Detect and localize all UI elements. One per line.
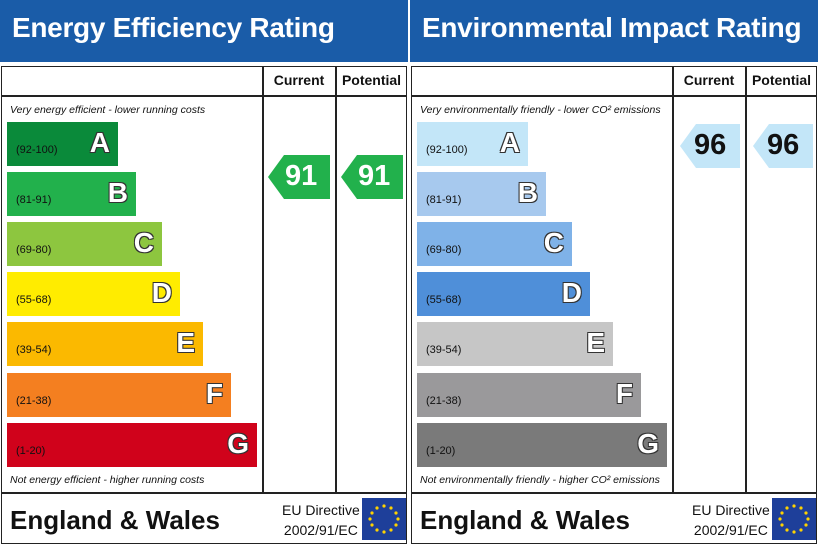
current-rating-value: 96 [694, 129, 727, 161]
header-divider [1, 95, 407, 97]
band-f: (21-38) F [417, 373, 641, 417]
potential-rating-value: 91 [358, 160, 391, 192]
band-b: (81-91) B [7, 172, 136, 216]
band-e: (39-54) E [7, 322, 203, 366]
current-column-header: Current [683, 72, 735, 88]
footer-divider [411, 492, 817, 494]
band-letter: F [615, 378, 633, 409]
top-note: Very energy efficient - lower running co… [10, 104, 206, 116]
band-letter: D [561, 277, 582, 308]
band-d: (55-68) D [7, 272, 180, 316]
band-range: (55-68) [16, 294, 52, 306]
band-letter: B [107, 177, 128, 208]
band-range: (69-80) [16, 244, 52, 256]
column-divider [672, 66, 674, 494]
band-range: (39-54) [426, 344, 462, 356]
band-g: (1-20) G [7, 423, 257, 467]
rating-frame [411, 66, 817, 544]
directive-line2: 2002/91/EC [693, 522, 768, 538]
top-note: Very environmentally friendly - lower CO… [420, 104, 661, 116]
band-a: (92-100) A [7, 122, 118, 166]
band-range: (92-100) [16, 144, 58, 156]
potential-column-header: Potential [341, 72, 402, 88]
eu-flag-icon [772, 498, 816, 540]
band-a: (92-100) A [417, 122, 528, 166]
directive-line1: EU Directive [692, 502, 770, 518]
potential-rating-value: 96 [767, 129, 800, 161]
column-divider [262, 66, 264, 494]
column-divider [745, 66, 747, 494]
band-letter: E [176, 327, 195, 358]
band-letter: D [151, 277, 172, 308]
bottom-note: Not environmentally friendly - higher CO… [420, 474, 660, 486]
directive-line1: EU Directive [282, 502, 360, 518]
panel-title: Energy Efficiency Rating [12, 12, 335, 43]
country-label: England & Wales [10, 505, 220, 535]
potential-column-header: Potential [751, 72, 812, 88]
band-e: (39-54) E [417, 322, 613, 366]
eu-directive: EU Directive 2002/91/EC [282, 500, 360, 540]
current-rating-value: 91 [285, 160, 318, 192]
band-d: (55-68) D [417, 272, 590, 316]
band-letter: B [517, 177, 538, 208]
band-range: (55-68) [426, 294, 462, 306]
environmental-impact-panel: Environmental Impact Rating Current Pote… [410, 0, 820, 547]
band-letter: G [227, 428, 249, 459]
eu-directive: EU Directive 2002/91/EC [692, 500, 770, 540]
band-letter: A [499, 127, 520, 158]
header-divider [411, 95, 817, 97]
band-range: (21-38) [426, 395, 462, 407]
band-b: (81-91) B [417, 172, 546, 216]
column-divider [335, 66, 337, 494]
current-column-header: Current [273, 72, 325, 88]
country-label: England & Wales [420, 505, 630, 535]
panel-header: Energy Efficiency Rating [0, 0, 408, 62]
band-range: (92-100) [426, 144, 468, 156]
current-rating-marker: 91 [268, 155, 330, 199]
band-letter: C [133, 227, 154, 258]
rating-frame [1, 66, 407, 544]
band-letter: C [543, 227, 564, 258]
bottom-note: Not energy efficient - higher running co… [10, 474, 205, 486]
eu-flag-icon [362, 498, 406, 540]
band-range: (39-54) [16, 344, 52, 356]
band-range: (21-38) [16, 395, 52, 407]
potential-rating-marker: 96 [753, 124, 813, 168]
band-range: (81-91) [16, 194, 52, 206]
band-f: (21-38) F [7, 373, 231, 417]
band-letter: E [586, 327, 605, 358]
band-range: (81-91) [426, 194, 462, 206]
panel-title: Environmental Impact Rating [422, 12, 802, 43]
band-range: (1-20) [426, 445, 456, 457]
directive-line2: 2002/91/EC [283, 522, 358, 538]
panel-header: Environmental Impact Rating [410, 0, 818, 62]
band-letter: F [205, 378, 223, 409]
band-c: (69-80) C [7, 222, 162, 266]
footer-divider [1, 492, 407, 494]
band-range: (69-80) [426, 244, 462, 256]
band-letter: G [637, 428, 659, 459]
current-rating-marker: 96 [680, 124, 740, 168]
potential-rating-marker: 91 [341, 155, 403, 199]
band-g: (1-20) G [417, 423, 667, 467]
band-letter: A [89, 127, 110, 158]
band-c: (69-80) C [417, 222, 572, 266]
energy-efficiency-panel: Energy Efficiency Rating Current Potenti… [0, 0, 408, 544]
band-range: (1-20) [16, 445, 46, 457]
